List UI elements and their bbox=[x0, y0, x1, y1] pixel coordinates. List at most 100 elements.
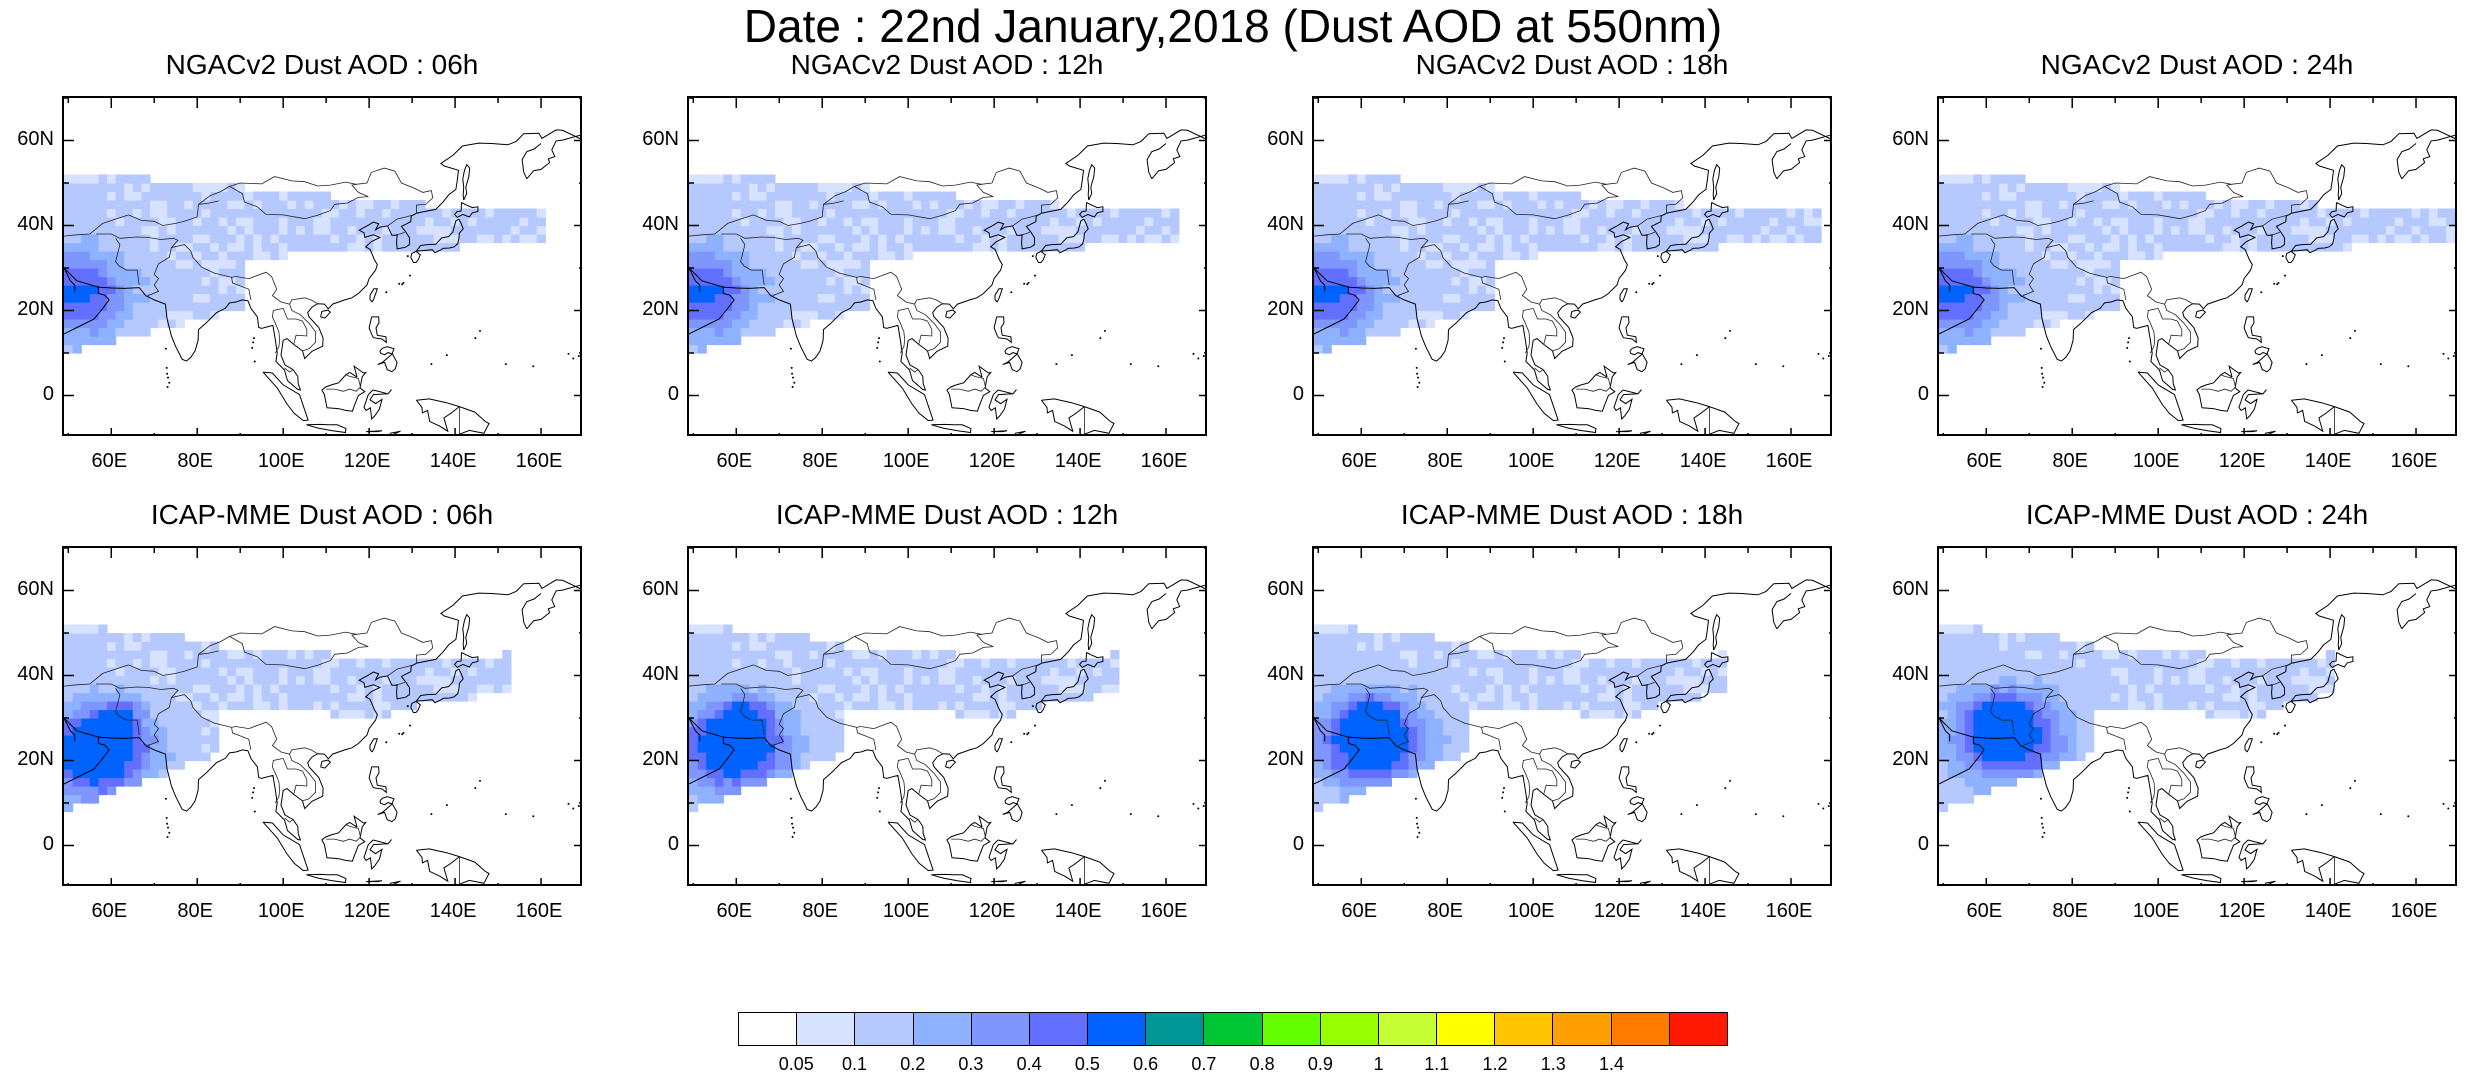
dust-aod-map bbox=[689, 98, 1207, 436]
longitude-tick-label: 140E bbox=[2288, 900, 2368, 922]
panel-title: NGACv2 Dust AOD : 24h bbox=[1937, 48, 2457, 82]
colorbar-swatch bbox=[972, 1013, 1030, 1045]
colorbar bbox=[738, 1012, 1728, 1046]
colorbar-label: 0.4 bbox=[999, 1054, 1059, 1075]
map-plot-area bbox=[1937, 96, 2457, 436]
colorbar-label: 0.6 bbox=[1116, 1054, 1176, 1075]
panel-title: ICAP-MME Dust AOD : 12h bbox=[687, 498, 1207, 532]
longitude-tick-label: 100E bbox=[866, 900, 946, 922]
colorbar-swatch bbox=[1612, 1013, 1670, 1045]
longitude-tick-label: 60E bbox=[694, 450, 774, 472]
latitude-tick-label: 0 bbox=[1879, 383, 1929, 405]
panel-title: NGACv2 Dust AOD : 18h bbox=[1312, 48, 1832, 82]
latitude-tick-label: 0 bbox=[1254, 383, 1304, 405]
panel-title: ICAP-MME Dust AOD : 06h bbox=[62, 498, 582, 532]
dust-aod-map bbox=[1939, 548, 2457, 886]
longitude-tick-label: 140E bbox=[413, 450, 493, 472]
longitude-tick-label: 60E bbox=[1944, 450, 2024, 472]
longitude-tick-label: 80E bbox=[2030, 450, 2110, 472]
longitude-tick-label: 100E bbox=[2116, 900, 2196, 922]
longitude-tick-label: 80E bbox=[780, 900, 860, 922]
longitude-tick-label: 160E bbox=[499, 450, 579, 472]
latitude-tick-label: 60N bbox=[1879, 578, 1929, 600]
dust-aod-map bbox=[64, 548, 582, 886]
longitude-tick-label: 80E bbox=[2030, 900, 2110, 922]
longitude-tick-label: 140E bbox=[413, 900, 493, 922]
colorbar-label: 1.2 bbox=[1465, 1054, 1525, 1075]
colorbar-label: 0.3 bbox=[941, 1054, 1001, 1075]
colorbar-label: 0.9 bbox=[1290, 1054, 1350, 1075]
latitude-tick-label: 60N bbox=[1254, 128, 1304, 150]
latitude-tick-label: 20N bbox=[4, 748, 54, 770]
colorbar-swatch bbox=[1321, 1013, 1379, 1045]
dust-aod-map bbox=[64, 98, 582, 436]
longitude-tick-label: 140E bbox=[1663, 900, 1743, 922]
latitude-tick-label: 40N bbox=[1254, 663, 1304, 685]
longitude-tick-label: 160E bbox=[1124, 900, 1204, 922]
longitude-tick-label: 120E bbox=[327, 900, 407, 922]
map-plot-area bbox=[1937, 546, 2457, 886]
map-plot-area bbox=[62, 96, 582, 436]
colorbar-label: 1.4 bbox=[1582, 1054, 1642, 1075]
latitude-tick-label: 40N bbox=[629, 663, 679, 685]
longitude-tick-label: 120E bbox=[1577, 900, 1657, 922]
latitude-tick-label: 40N bbox=[1879, 663, 1929, 685]
map-panel: ICAP-MME Dust AOD : 06h 60N 40N 20N 0 60E 80E 1… bbox=[0, 498, 640, 938]
latitude-tick-label: 20N bbox=[629, 298, 679, 320]
longitude-tick-label: 120E bbox=[952, 450, 1032, 472]
latitude-tick-label: 0 bbox=[4, 383, 54, 405]
map-plot-area bbox=[687, 96, 1207, 436]
longitude-tick-label: 100E bbox=[1491, 900, 1571, 922]
colorbar-swatch bbox=[739, 1013, 797, 1045]
longitude-tick-label: 160E bbox=[1749, 900, 1829, 922]
longitude-tick-label: 80E bbox=[1405, 900, 1485, 922]
longitude-tick-label: 160E bbox=[1124, 450, 1204, 472]
longitude-tick-label: 160E bbox=[2374, 450, 2454, 472]
aod-field bbox=[1314, 625, 1727, 813]
longitude-tick-label: 120E bbox=[327, 450, 407, 472]
longitude-tick-label: 120E bbox=[2202, 900, 2282, 922]
latitude-tick-label: 0 bbox=[629, 383, 679, 405]
longitude-tick-label: 120E bbox=[1577, 450, 1657, 472]
longitude-tick-label: 120E bbox=[952, 900, 1032, 922]
longitude-tick-label: 140E bbox=[2288, 450, 2368, 472]
longitude-tick-label: 80E bbox=[155, 900, 235, 922]
latitude-tick-label: 60N bbox=[1254, 578, 1304, 600]
colorbar-swatch bbox=[1263, 1013, 1321, 1045]
latitude-tick-label: 20N bbox=[1879, 748, 1929, 770]
colorbar-swatch bbox=[855, 1013, 913, 1045]
colorbar-swatch bbox=[1088, 1013, 1146, 1045]
colorbar-swatch bbox=[1670, 1013, 1727, 1045]
panel-title: ICAP-MME Dust AOD : 24h bbox=[1937, 498, 2457, 532]
longitude-tick-label: 100E bbox=[241, 450, 321, 472]
latitude-tick-label: 0 bbox=[1254, 833, 1304, 855]
latitude-tick-label: 40N bbox=[629, 213, 679, 235]
colorbar-swatch bbox=[914, 1013, 972, 1045]
latitude-tick-label: 40N bbox=[4, 663, 54, 685]
map-plot-area bbox=[1312, 96, 1832, 436]
panel-title: ICAP-MME Dust AOD : 18h bbox=[1312, 498, 1832, 532]
latitude-tick-label: 60N bbox=[629, 128, 679, 150]
colorbar-label: 0.05 bbox=[766, 1054, 826, 1075]
longitude-tick-label: 80E bbox=[780, 450, 860, 472]
longitude-tick-label: 160E bbox=[2374, 900, 2454, 922]
latitude-tick-label: 20N bbox=[1879, 298, 1929, 320]
longitude-tick-label: 60E bbox=[1319, 450, 1399, 472]
map-plot-area bbox=[687, 546, 1207, 886]
colorbar-swatch bbox=[1495, 1013, 1553, 1045]
colorbar-swatch bbox=[797, 1013, 855, 1045]
latitude-tick-label: 20N bbox=[1254, 748, 1304, 770]
latitude-tick-label: 0 bbox=[4, 833, 54, 855]
latitude-tick-label: 20N bbox=[1254, 298, 1304, 320]
longitude-tick-label: 80E bbox=[1405, 450, 1485, 472]
longitude-tick-label: 60E bbox=[69, 900, 149, 922]
dust-aod-map bbox=[1314, 98, 1832, 436]
latitude-tick-label: 60N bbox=[4, 578, 54, 600]
dust-aod-map bbox=[1314, 548, 1832, 886]
